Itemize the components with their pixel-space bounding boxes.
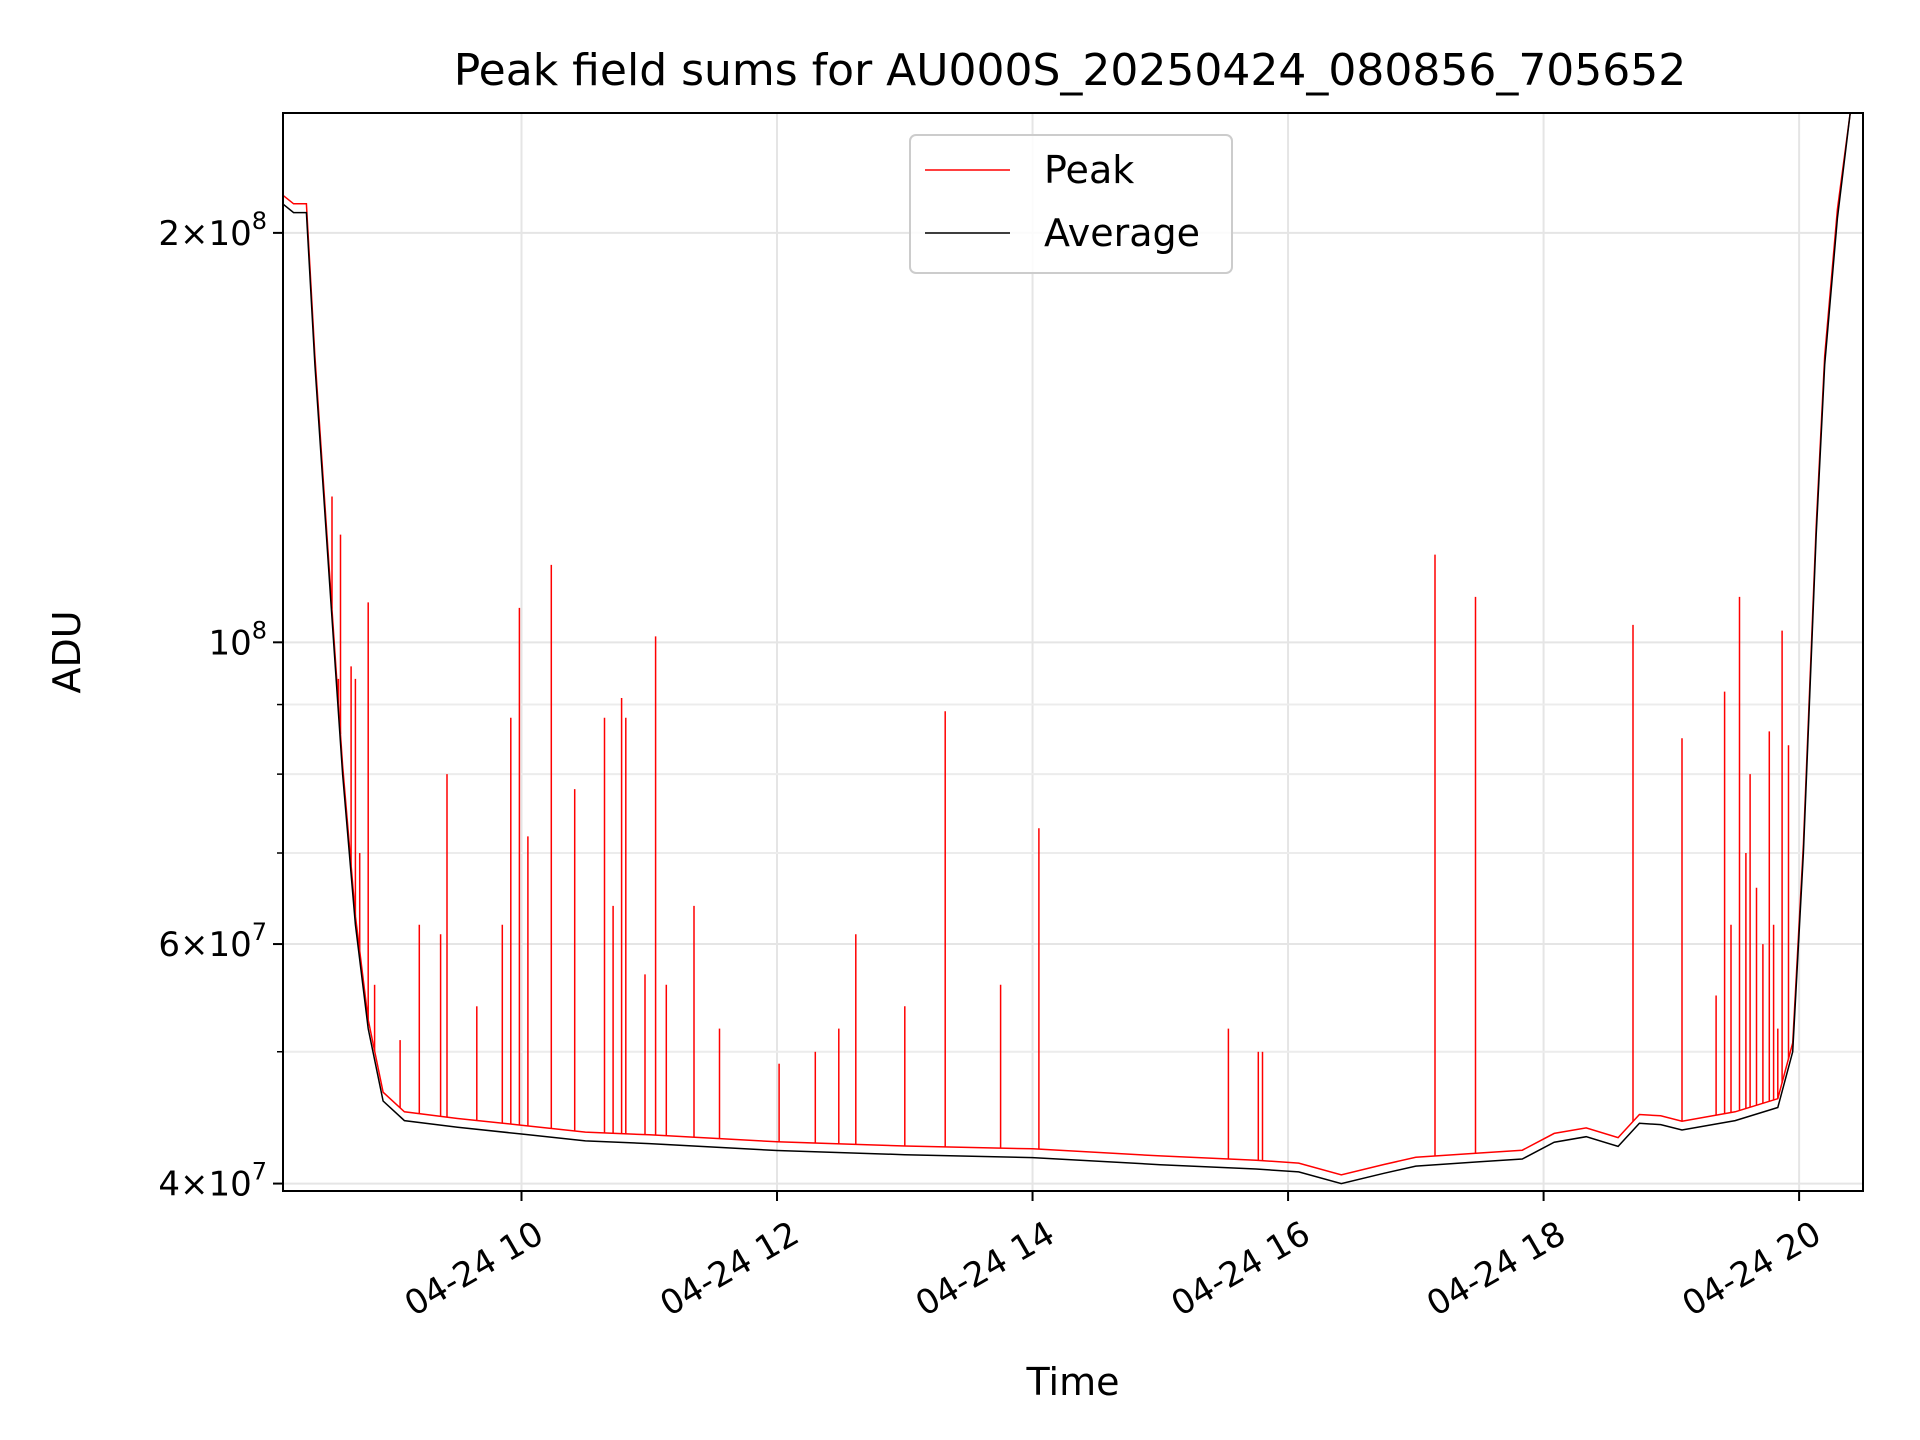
legend-average-label: Average <box>1044 211 1200 255</box>
average-line <box>282 112 1851 1185</box>
chart-title: Peak field sums for AU000S_20250424_0808… <box>454 45 1687 96</box>
average-series <box>282 112 1851 1185</box>
legend: Peak Average <box>909 134 1233 274</box>
y-tick-label: 4×107 <box>158 1158 267 1205</box>
y-tick-label: 6×107 <box>158 918 267 965</box>
y-tick-label: 108 <box>208 616 267 663</box>
plot-frame <box>282 112 1864 1192</box>
legend-peak-label: Peak <box>1044 148 1134 192</box>
peak-series <box>282 112 1851 1176</box>
x-axis-label: Time <box>1026 1360 1120 1404</box>
y-tick-label: 2×108 <box>158 207 267 254</box>
y-axis-label: ADU <box>45 610 89 693</box>
y-axis: 4×107 6×107 108 2×108 <box>158 207 283 1205</box>
